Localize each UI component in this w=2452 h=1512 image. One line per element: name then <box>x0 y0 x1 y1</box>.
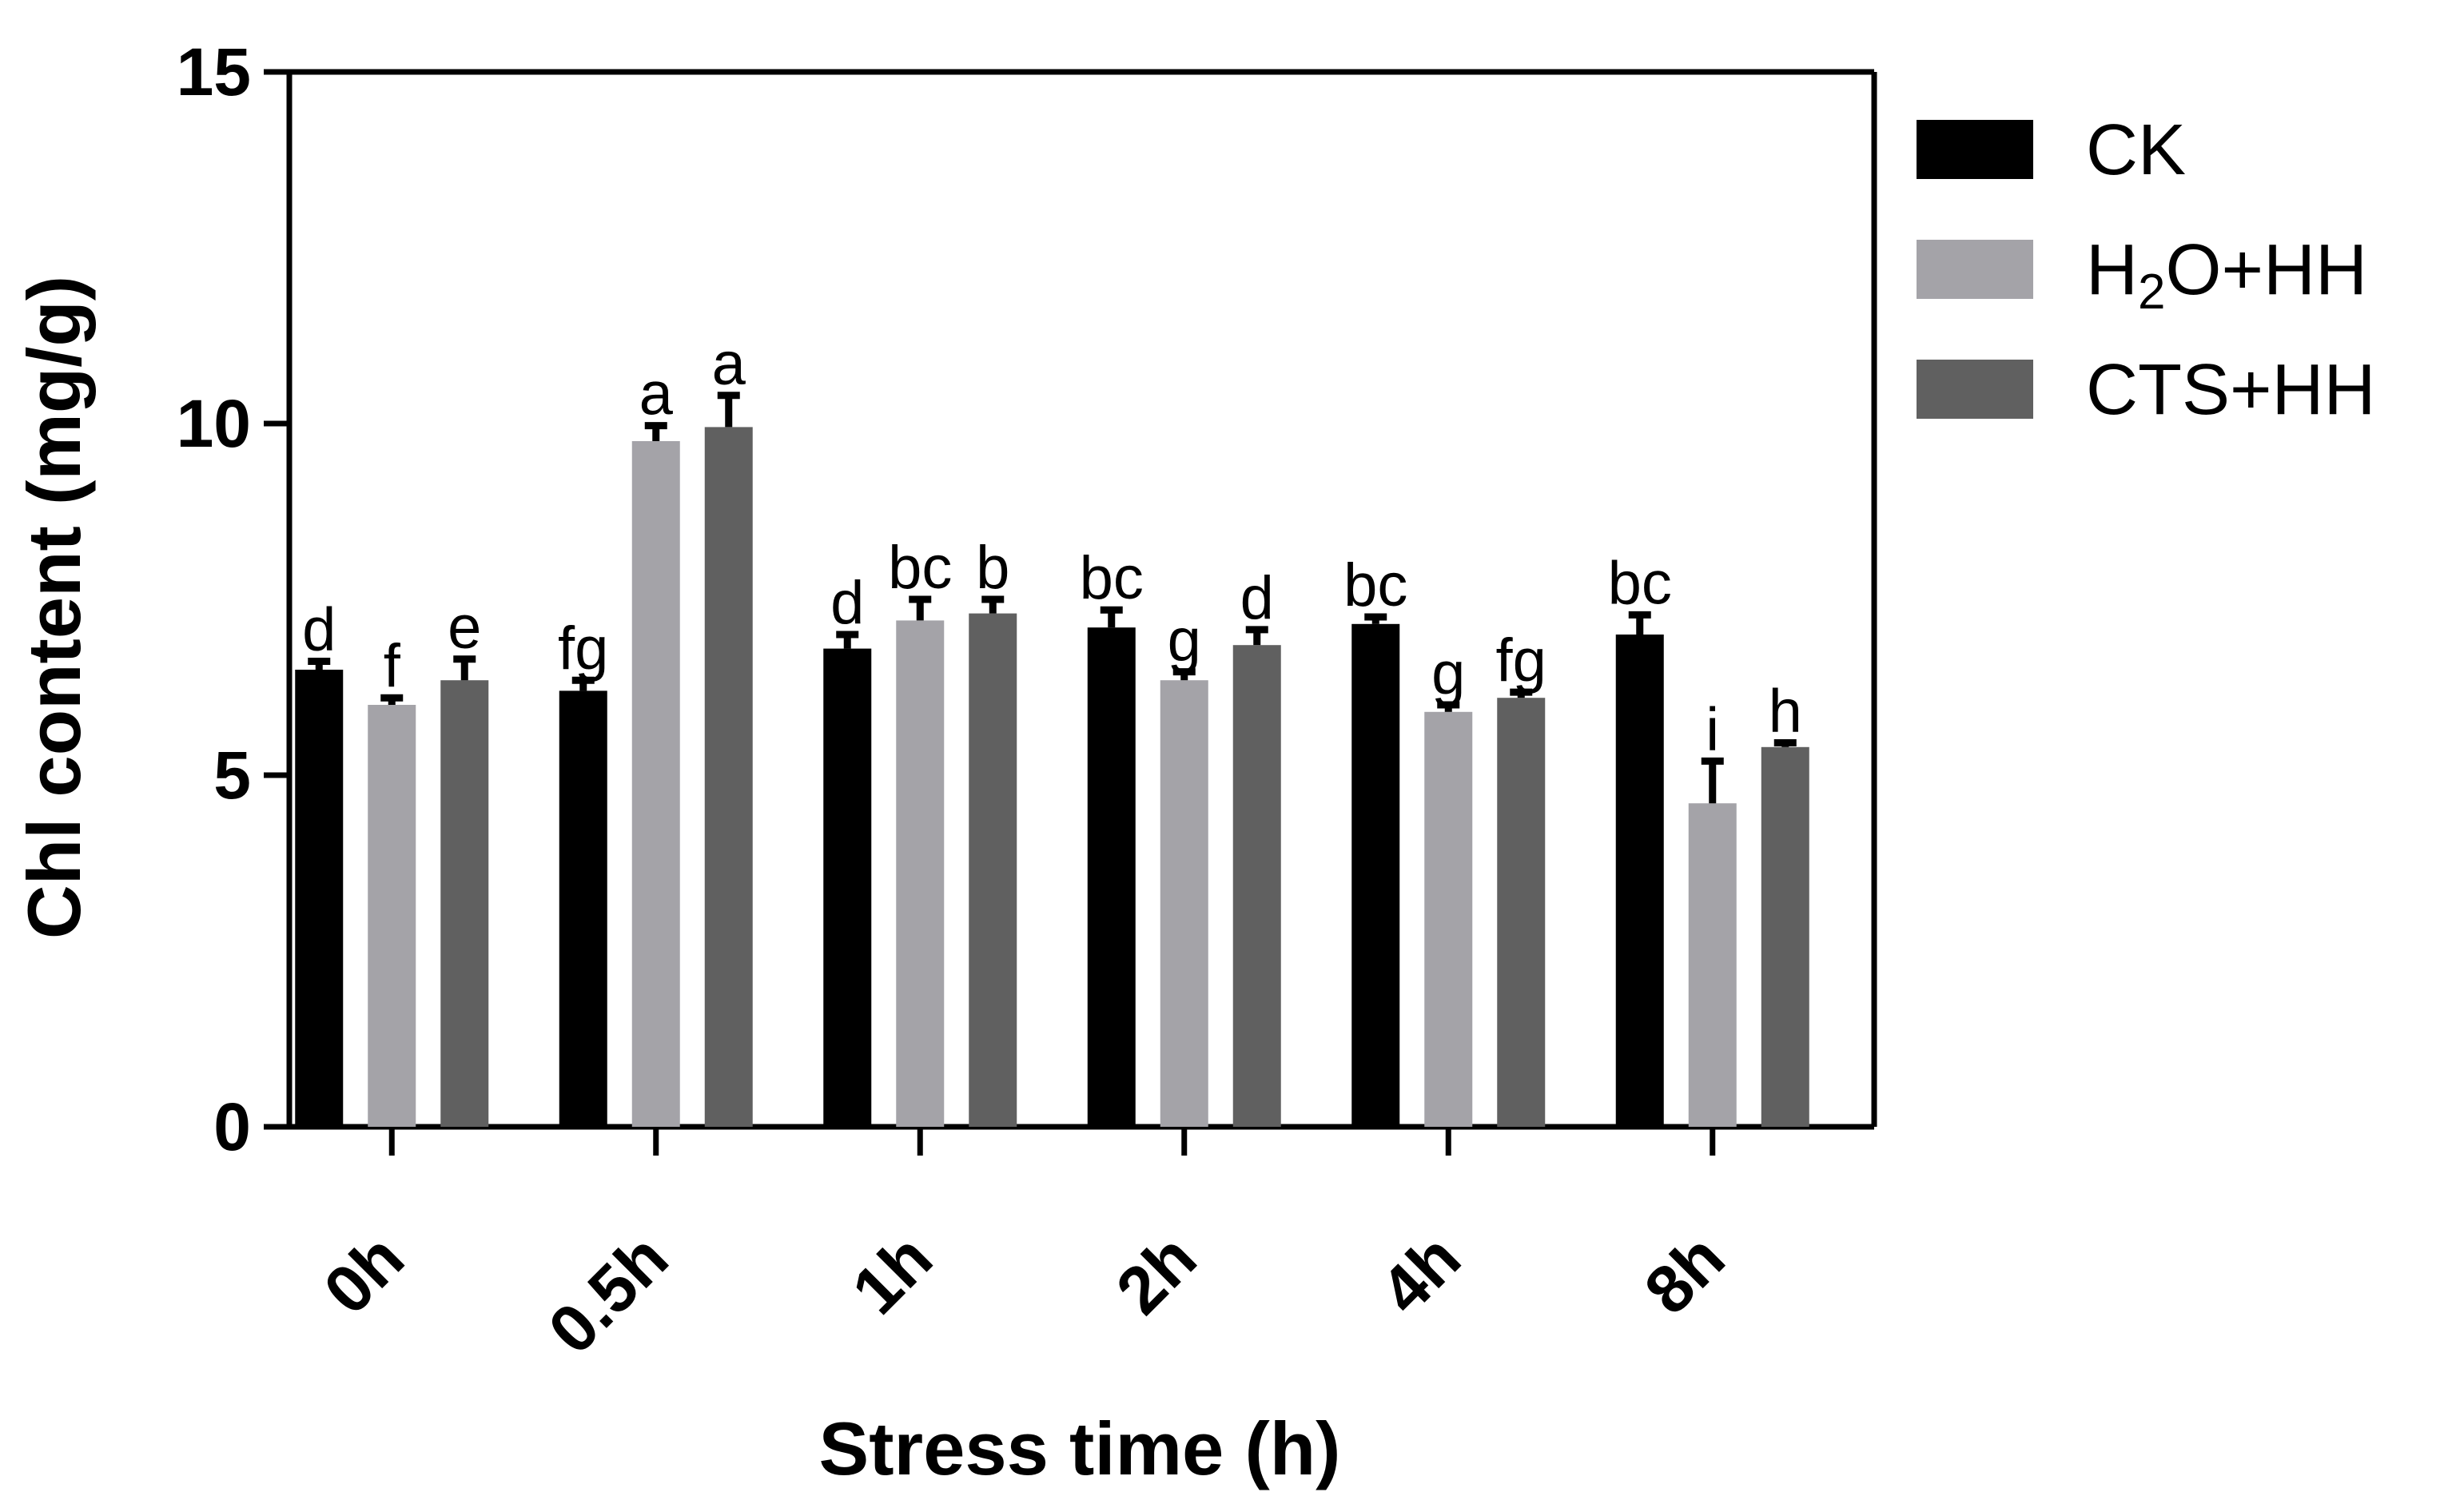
legend-item-ck: CK <box>1917 110 2186 190</box>
significance-label: e <box>448 594 481 662</box>
legend-label-h2o-hh-subscript: 2 <box>2138 265 2165 320</box>
bar <box>1424 711 1473 1127</box>
bar <box>1232 645 1281 1127</box>
bar <box>368 705 416 1127</box>
y-tick-label: 5 <box>213 738 251 813</box>
significance-label: f <box>384 632 401 700</box>
y-tick-label: 10 <box>177 386 251 461</box>
significance-label: h <box>1769 678 1802 746</box>
legend-label-ck: CK <box>2086 110 2186 190</box>
legend-label-h2o-hh-main: H <box>2086 230 2138 310</box>
legend-swatch-ck <box>1917 120 2033 179</box>
bar <box>295 670 344 1127</box>
significance-label: a <box>712 330 746 398</box>
legend-item-h2o-hh: H2O+HH <box>1917 230 2367 320</box>
significance-label: bc <box>888 534 952 602</box>
legend-label-h2o-hh-rest: O+HH <box>2165 230 2367 310</box>
bar <box>1351 623 1400 1127</box>
bar <box>1761 746 1809 1127</box>
x-axis-title: Stress time (h) <box>819 1407 1341 1490</box>
significance-label: i <box>1706 695 1719 763</box>
bar <box>440 680 489 1127</box>
bar <box>1497 698 1546 1127</box>
x-tick-label: 2h <box>1102 1220 1211 1328</box>
bar <box>1160 680 1208 1127</box>
legend: CK H2O+HH CTS+HH <box>1917 110 2376 430</box>
x-tick-label: 0.5h <box>534 1220 682 1367</box>
significance-label: fg <box>558 615 608 682</box>
significance-label: fg <box>1496 627 1546 694</box>
legend-swatch-cts-hh <box>1917 360 2033 419</box>
legend-swatch-h2o-hh <box>1917 240 2033 299</box>
significance-label: b <box>976 534 1009 602</box>
significance-label: g <box>1168 607 1201 674</box>
significance-label: d <box>830 569 864 637</box>
significance-label: a <box>639 360 674 428</box>
bar <box>1615 635 1664 1127</box>
legend-item-cts-hh: CTS+HH <box>1917 350 2376 430</box>
significance-label: g <box>1431 639 1465 707</box>
bar <box>559 690 607 1127</box>
bar <box>631 441 680 1127</box>
bar <box>896 620 945 1127</box>
significance-label: d <box>1240 564 1274 632</box>
x-tick-label: 0h <box>309 1220 418 1328</box>
significance-label: d <box>302 595 336 663</box>
legend-label-cts-hh: CTS+HH <box>2086 350 2376 430</box>
bar <box>1087 627 1136 1127</box>
bar <box>1688 803 1737 1127</box>
y-axis-title: Chl content (mg/g) <box>12 276 96 939</box>
significance-label: bc <box>1080 544 1144 612</box>
legend-label-h2o-hh: H2O+HH <box>2086 230 2367 320</box>
bar <box>823 648 872 1127</box>
x-tick-label: 4h <box>1366 1220 1475 1328</box>
x-tick-label: 1h <box>838 1220 946 1328</box>
y-tick-label: 15 <box>177 34 251 109</box>
bar <box>969 613 1017 1127</box>
bar <box>704 427 753 1127</box>
x-tick-label: 8h <box>1630 1220 1739 1328</box>
y-tick-label: 0 <box>213 1089 251 1164</box>
significance-label: bc <box>1343 551 1407 619</box>
significance-label: bc <box>1608 549 1672 617</box>
